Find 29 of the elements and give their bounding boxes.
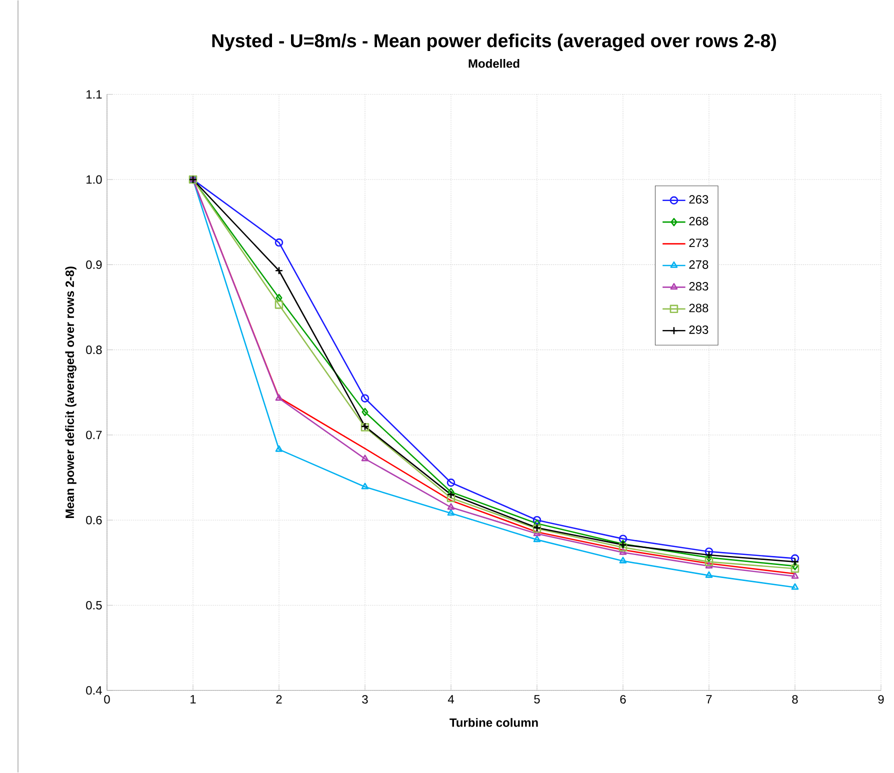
y-tick-label: 0.9: [86, 260, 102, 270]
chart-subtitle: Modelled: [468, 59, 520, 68]
y-tick-label: 0.7: [86, 430, 102, 440]
y-tick-label: 0.6: [86, 516, 102, 524]
chart-title: Nysted - U=8m/s - Mean power deficits (averaged over rows 2-8): [212, 34, 776, 52]
x-tick-label: 0: [104, 695, 110, 704]
legend-label: 268: [689, 216, 708, 226]
y-tick-label: 0.8: [86, 346, 102, 354]
y-tick-label: 0.5: [86, 601, 102, 610]
legend-label: 278: [689, 260, 708, 269]
x-tick-label: 2: [276, 695, 282, 704]
legend-label: 273: [689, 238, 708, 248]
x-tick-label: 1: [190, 695, 196, 704]
x-axis-title: Turbine column: [450, 718, 538, 728]
y-tick-label: 1.1: [86, 90, 102, 99]
x-tick-label: 9: [878, 695, 884, 704]
y-axis-title: Mean power deficit (averaged over rows 2-8): [65, 266, 76, 518]
y-tick-label: 0.4: [86, 686, 102, 695]
legend-label: 263: [689, 195, 708, 204]
x-tick-label: 7: [706, 695, 712, 704]
x-tick-label: 5: [534, 695, 540, 704]
legend-label: 288: [689, 304, 708, 312]
x-tick-label: 6: [620, 695, 626, 704]
y-tick-label: 1.0: [86, 175, 102, 184]
x-tick-label: 3: [362, 695, 368, 704]
x-tick-label: 4: [448, 695, 454, 704]
x-tick-label: 8: [792, 695, 798, 704]
legend-label: 293: [689, 326, 708, 334]
legend-label: 283: [689, 282, 708, 291]
